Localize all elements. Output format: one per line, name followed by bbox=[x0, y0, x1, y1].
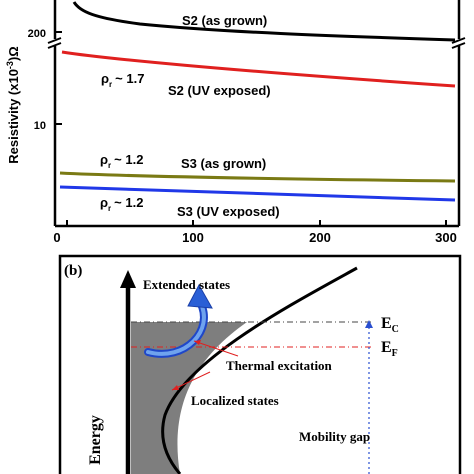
x-tick-label-0: 0 bbox=[53, 230, 60, 245]
panel-b-diagram: (b) Energy EC EF Extended states bbox=[58, 254, 462, 474]
x-tick-label-300: 300 bbox=[435, 230, 457, 245]
x-tick-label-200: 200 bbox=[309, 230, 331, 245]
y-axis-label: Resistivity (x10-3)Ω bbox=[5, 46, 21, 163]
y-tick-label-200: 200 bbox=[28, 28, 46, 40]
localized-pointer-line bbox=[171, 371, 211, 391]
panel-b-tag: (b) bbox=[64, 263, 82, 279]
thermal-pointer-line bbox=[193, 340, 239, 357]
localized-states-label: Localized states bbox=[191, 393, 279, 408]
label-s3-uv-exposed: S3 (UV exposed) bbox=[177, 204, 280, 219]
localized-states-region bbox=[131, 322, 247, 474]
label-s2-as-grown: S2 (as grown) bbox=[182, 13, 267, 28]
mobility-gap-label: Mobility gap bbox=[299, 429, 370, 444]
series-line-s2-as-grown bbox=[72, 1, 456, 42]
left-axis-break-gap bbox=[48, 39, 62, 46]
excitation-arrow-highlight bbox=[146, 300, 206, 356]
energy-axis-arrowhead bbox=[120, 270, 136, 288]
band-edge-curve bbox=[161, 266, 358, 474]
x-tick-label-100: 100 bbox=[182, 230, 204, 245]
panel-a-chart: 200 10 Resistivity (x10-3)Ω 0 100 200 30… bbox=[5, 0, 466, 245]
series-line-s3-as-grown bbox=[59, 171, 456, 183]
energy-axis-label: Energy bbox=[87, 415, 104, 465]
mobility-gap-arrowhead bbox=[365, 320, 373, 328]
excitation-arrow-head bbox=[187, 283, 213, 309]
label-s3-as-grown: S3 (as grown) bbox=[181, 156, 266, 171]
rho-annotation-s2: ρr ~ 1.7 bbox=[101, 71, 144, 89]
y-tick-label-10: 10 bbox=[34, 120, 46, 132]
thermal-pointer-head bbox=[194, 340, 201, 345]
series-line-s3-uv-exposed bbox=[59, 185, 456, 202]
right-axis-break-upper bbox=[451, 37, 466, 44]
right-axis-break-lower bbox=[451, 42, 466, 49]
label-s2-uv-exposed: S2 (UV exposed) bbox=[168, 83, 271, 98]
left-axis-break-lower bbox=[47, 42, 62, 49]
localized-pointer-head bbox=[172, 385, 179, 390]
rho-annotation-s3-uv: ρr ~ 1.2 bbox=[100, 195, 143, 213]
extended-states-label: Extended states bbox=[143, 277, 230, 292]
rho-annotation-s3-grown: ρr ~ 1.2 bbox=[100, 152, 143, 170]
ef-label: EF bbox=[381, 339, 398, 359]
ec-label: EC bbox=[381, 315, 399, 335]
right-axis-break-gap bbox=[452, 39, 466, 46]
series-line-s2-uv-exposed bbox=[61, 50, 456, 88]
thermal-excitation-label: Thermal excitation bbox=[226, 358, 333, 373]
left-axis-break-upper bbox=[47, 37, 62, 44]
